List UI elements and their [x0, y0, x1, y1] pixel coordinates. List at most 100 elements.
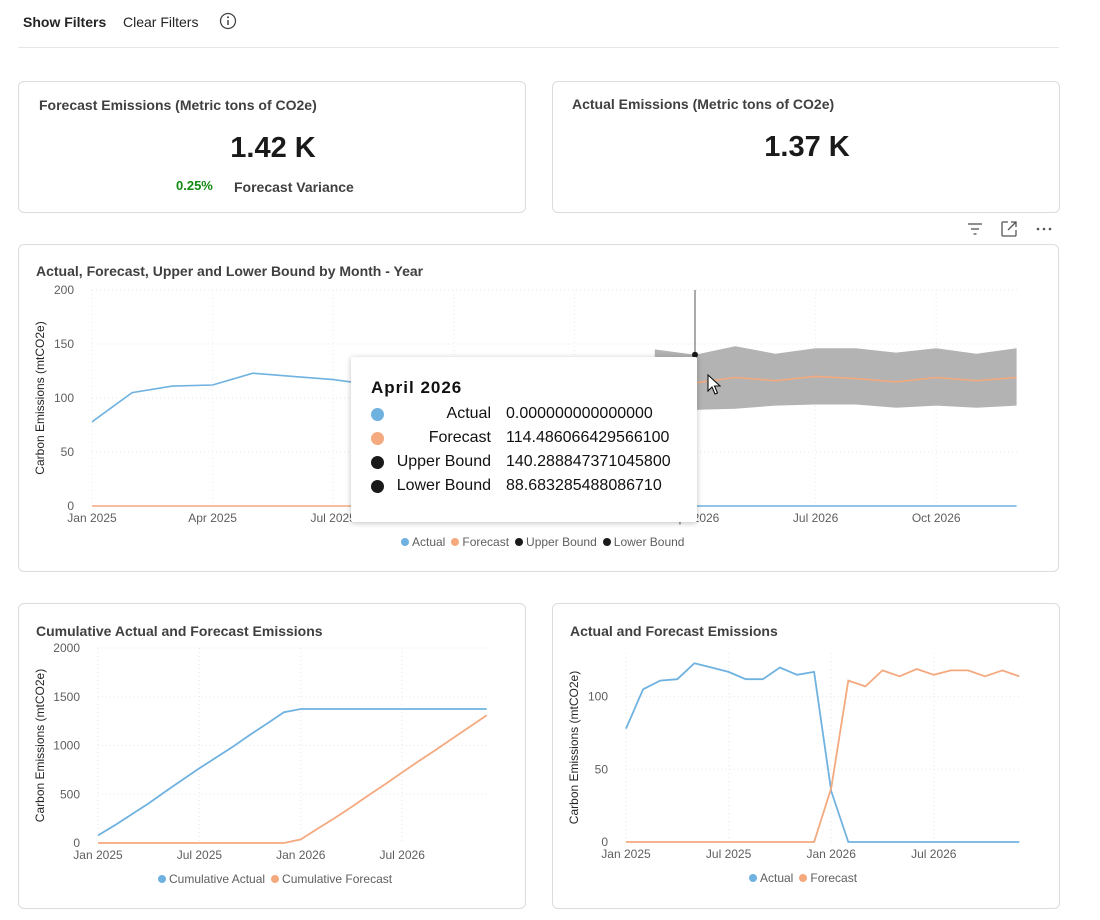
cumulative-forecast-series-line [98, 714, 488, 844]
actual-forecast-chart-card[interactable]: Actual and Forecast Emissions [552, 603, 1060, 909]
y-tick-label: 0 [601, 835, 608, 849]
x-tick-label: Jan 2026 [807, 847, 857, 861]
legend-label: Forecast [462, 535, 510, 549]
clear-filters-button[interactable]: Clear Filters [123, 14, 199, 30]
tooltip-label: Upper Bound [396, 453, 491, 470]
legend-item-actual[interactable]: Actual [401, 535, 445, 549]
y-tick-label: 0 [73, 836, 80, 850]
kpi-forecast-value: 1.42 K [230, 132, 316, 164]
legend-item-upper-bound[interactable]: Upper Bound [515, 535, 597, 549]
cumulative-line-chart[interactable]: 0 500 1000 1500 2000 Jan 2025 Jul 2025 Jan 2026… [18, 603, 526, 909]
tooltip-value: 114.486066429566100 [506, 429, 670, 446]
legend-item-lower-bound[interactable]: Lower Bound [602, 535, 685, 549]
kpi-actual-title: Actual Emissions (Metric tons of CO2e) [572, 96, 835, 112]
mouse-cursor-icon [707, 374, 721, 395]
x-tick-label: Oct 2026 [912, 511, 961, 525]
x-tick-label: Jul 2026 [911, 847, 957, 861]
cumulative-chart-card[interactable]: Cumulative Actual and Forecast Emissions [18, 603, 526, 909]
y-tick-label: 0 [67, 499, 74, 513]
y-tick-label: 100 [588, 690, 608, 704]
actual-series-line [91, 372, 1017, 507]
tooltip-dot-upper-bound [371, 456, 384, 469]
legend-dot [799, 874, 808, 882]
y-tick-label: 500 [60, 787, 80, 801]
legend-item-forecast[interactable]: Forecast [799, 871, 857, 885]
kpi-card-actual[interactable]: Actual Emissions (Metric tons of CO2e) 1… [552, 81, 1060, 213]
tooltip-label: Forecast [428, 429, 491, 446]
tooltip-row-upper-bound: Upper Bound 140.288847371045800 [369, 453, 689, 473]
legend-dot [271, 875, 280, 883]
x-tick-label: Apr 2025 [188, 511, 237, 525]
legend-item-cumulative-forecast[interactable]: Cumulative Forecast [271, 872, 392, 886]
y-tick-label: 1000 [53, 739, 80, 753]
cumulative-actual-series-line [97, 708, 487, 837]
x-tick-label: Jan 2026 [276, 848, 326, 862]
top-divider [18, 47, 1059, 48]
forecast-variance-value: 0.25% [176, 178, 213, 193]
tooltip-title: April 2026 [371, 378, 463, 397]
y-tick-label: 50 [595, 762, 609, 776]
y-tick-label: 1500 [53, 690, 80, 704]
kpi-card-forecast[interactable]: Forecast Emissions (Metric tons of CO2e)… [18, 81, 526, 213]
legend-dot [602, 538, 611, 546]
legend-label: Forecast [810, 871, 858, 885]
tooltip-value: 88.683285488086710 [506, 477, 662, 494]
actual-forecast-line-chart[interactable]: 0 50 100 Jan 2025 Jul 2025 Jan 2026 Jul 2026 Ca… [552, 603, 1060, 909]
show-filters-button[interactable]: Show Filters [23, 14, 107, 30]
info-icon[interactable] [219, 12, 237, 30]
main-chart-title: Actual, Forecast, Upper and Lower Bound … [36, 263, 424, 279]
legend-dot [158, 875, 166, 883]
y-tick-label: 50 [61, 445, 75, 459]
y-tick-label: 150 [54, 337, 74, 351]
cumulative-chart-title: Cumulative Actual and Forecast Emissions [36, 623, 323, 639]
tooltip-dot-forecast [371, 432, 384, 445]
tooltip-row-actual: Actual 0.000000000000000 [369, 405, 689, 425]
y-tick-label: 200 [54, 283, 74, 297]
legend-item-actual[interactable]: Actual [749, 871, 793, 885]
legend-label: Actual [412, 535, 446, 549]
y-axis-label: Carbon Emissions (mtCO2e) [33, 321, 47, 474]
main-chart-legend: Actual Forecast Upper Bound Lower Bound [401, 535, 690, 549]
legend-item-forecast[interactable]: Forecast [451, 535, 509, 549]
y-axis-label: Carbon Emissions (mtCO2e) [567, 671, 581, 824]
tooltip-row-forecast: Forecast 114.486066429566100 [369, 429, 689, 449]
legend-item-cumulative-actual[interactable]: Cumulative Actual [158, 872, 265, 886]
y-tick-label: 2000 [53, 641, 80, 655]
actual-forecast-chart-legend: Actual Forecast [749, 871, 863, 885]
cumulative-chart-legend: Cumulative Actual Cumulative Forecast [158, 872, 398, 886]
main-line-chart[interactable]: 0 50 100 150 200 Jan 2025 Apr 2025 Jul 2025 Oct … [18, 244, 1059, 572]
more-options-icon[interactable] [1035, 220, 1053, 238]
y-tick-label: 100 [54, 391, 74, 405]
focus-mode-icon[interactable] [1000, 220, 1018, 238]
tooltip-dot-lower-bound [371, 480, 384, 493]
legend-label: Actual [760, 871, 794, 885]
x-tick-label: Jan 2025 [67, 511, 117, 525]
x-tick-label: Jan 2025 [73, 848, 123, 862]
kpi-actual-value: 1.37 K [764, 131, 850, 163]
tooltip-dot-actual [371, 408, 384, 421]
tooltip-value: 140.288847371045800 [506, 453, 671, 470]
legend-label: Upper Bound [526, 535, 597, 549]
tooltip-label: Actual [446, 405, 491, 422]
y-axis-label: Carbon Emissions (mtCO2e) [33, 669, 47, 822]
tooltip-label: Lower Bound [396, 477, 491, 494]
legend-dot [401, 538, 409, 546]
legend-label: Cumulative Forecast [282, 872, 393, 886]
legend-label: Cumulative Actual [169, 872, 266, 886]
legend-dot [749, 874, 757, 882]
x-tick-label: Jul 2026 [380, 848, 426, 862]
x-tick-label: Jul 2026 [793, 511, 839, 525]
actual-series-line [625, 662, 1020, 843]
kpi-forecast-title: Forecast Emissions (Metric tons of CO2e) [39, 97, 317, 113]
forecast-series-line [92, 375, 1017, 507]
filter-icon[interactable] [966, 220, 984, 238]
legend-label: Lower Bound [613, 535, 685, 549]
legend-dot [515, 538, 524, 546]
forecast-series-line [626, 668, 1020, 843]
tooltip-row-lower-bound: Lower Bound 88.683285488086710 [369, 477, 689, 497]
hover-tooltip: April 2026 Actual 0.000000000000000 Fore… [351, 357, 697, 522]
x-tick-label: Jul 2025 [177, 848, 223, 862]
forecast-variance-label: Forecast Variance [234, 179, 354, 195]
legend-dot [451, 538, 460, 546]
x-tick-label: Jul 2025 [706, 847, 752, 861]
